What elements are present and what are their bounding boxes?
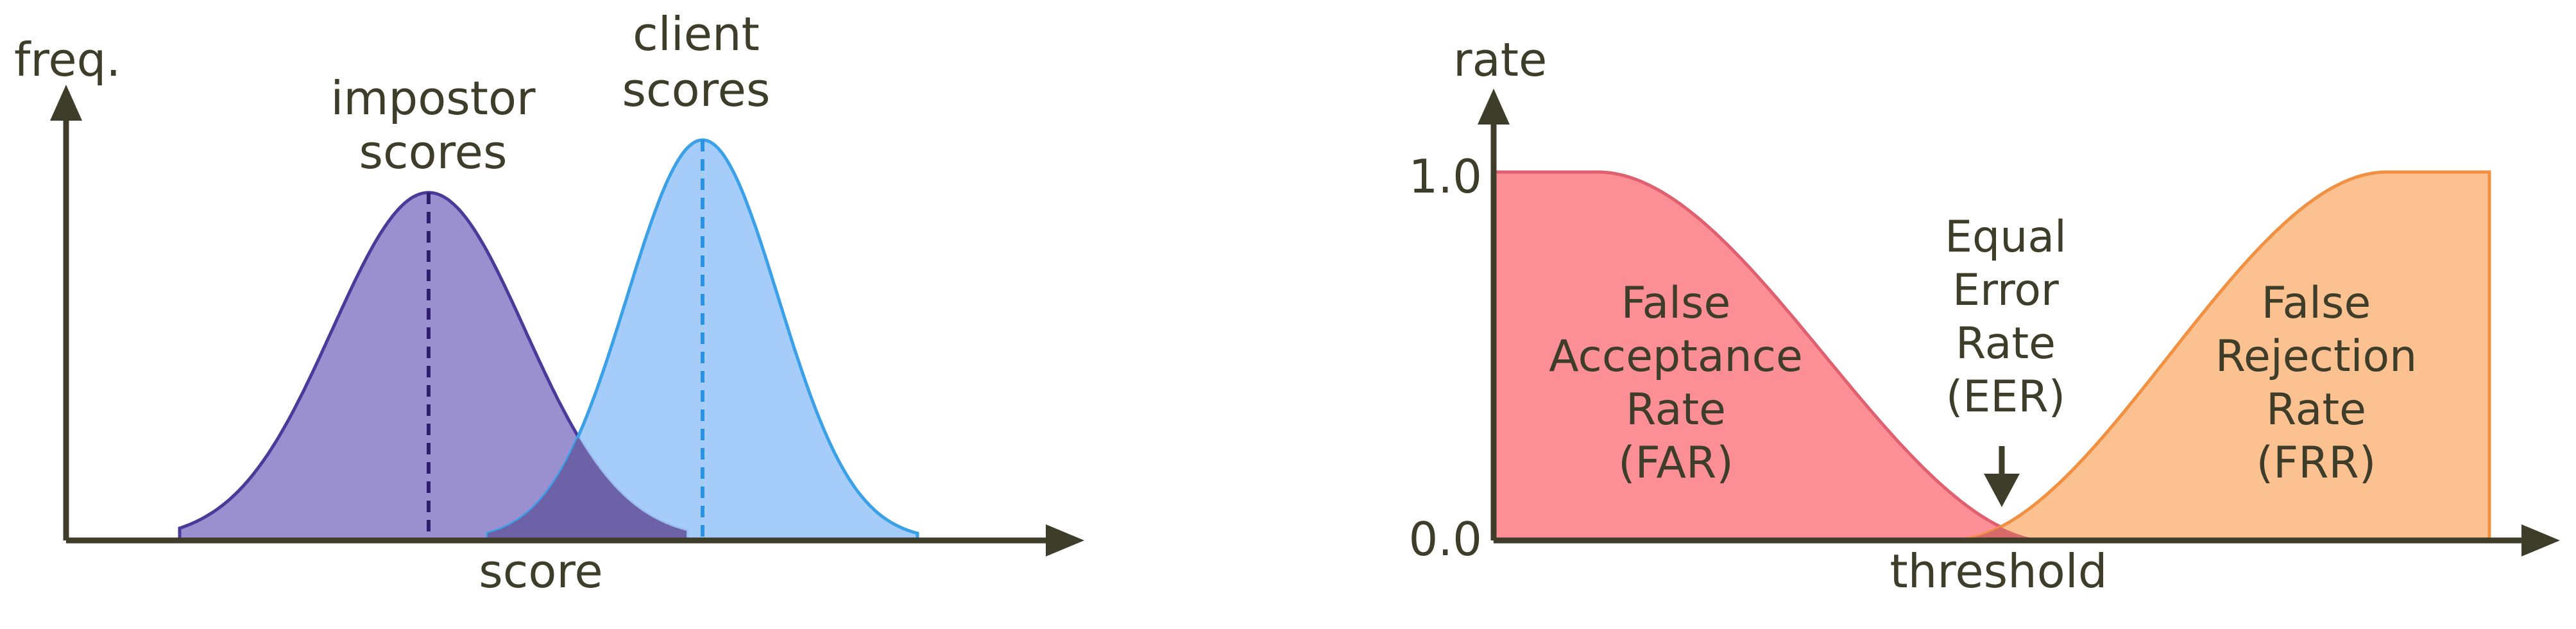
score-distribution-panel: freq. score impostor scores client score… [14, 7, 1084, 598]
left-y-axis-arrow [50, 85, 82, 121]
frr-label-line3: Rate [2266, 384, 2366, 435]
y-tick-0.0: 0.0 [1408, 512, 1482, 566]
eer-label-line2: Error [1952, 265, 2059, 316]
right-x-axis-label: threshold [1889, 544, 2107, 598]
right-x-axis-arrow [2521, 524, 2560, 556]
client-label-line1: client [633, 7, 760, 61]
client-label-line2: scores [622, 63, 771, 117]
frr-label-line4: (FRR) [2256, 438, 2376, 488]
eer-label-line1: Equal [1945, 212, 2067, 263]
eer-arrow-head [1984, 474, 2020, 507]
frr-label-line1: False [2262, 278, 2371, 329]
far-label-line1: False [1621, 278, 1731, 329]
impostor-label-line1: impostor [330, 71, 536, 125]
far-label-line3: Rate [1626, 384, 1726, 435]
far-label-line4: (FAR) [1618, 438, 1734, 488]
left-x-axis-label: score [479, 544, 602, 598]
frr-label-line2: Rejection [2215, 331, 2417, 382]
far-label-line2: Acceptance [1549, 331, 1803, 382]
distribution-overlap-region [488, 437, 687, 540]
right-y-axis-arrow [1478, 89, 1510, 125]
error-rate-panel: rate threshold 1.0 0.0 False Acceptance … [1408, 33, 2560, 598]
frr-area [1950, 170, 2491, 542]
left-y-axis-label: freq. [14, 33, 121, 87]
left-x-axis-arrow [1046, 524, 1084, 556]
y-tick-1.0: 1.0 [1408, 150, 1482, 203]
eer-label-line4: (EER) [1946, 372, 2065, 422]
far-area [1493, 170, 2054, 542]
impostor-label-line2: scores [359, 125, 508, 179]
right-y-axis-label: rate [1453, 33, 1547, 87]
eer-label-line3: Rate [1956, 318, 2056, 369]
eer-overlap-region [1950, 527, 2053, 540]
